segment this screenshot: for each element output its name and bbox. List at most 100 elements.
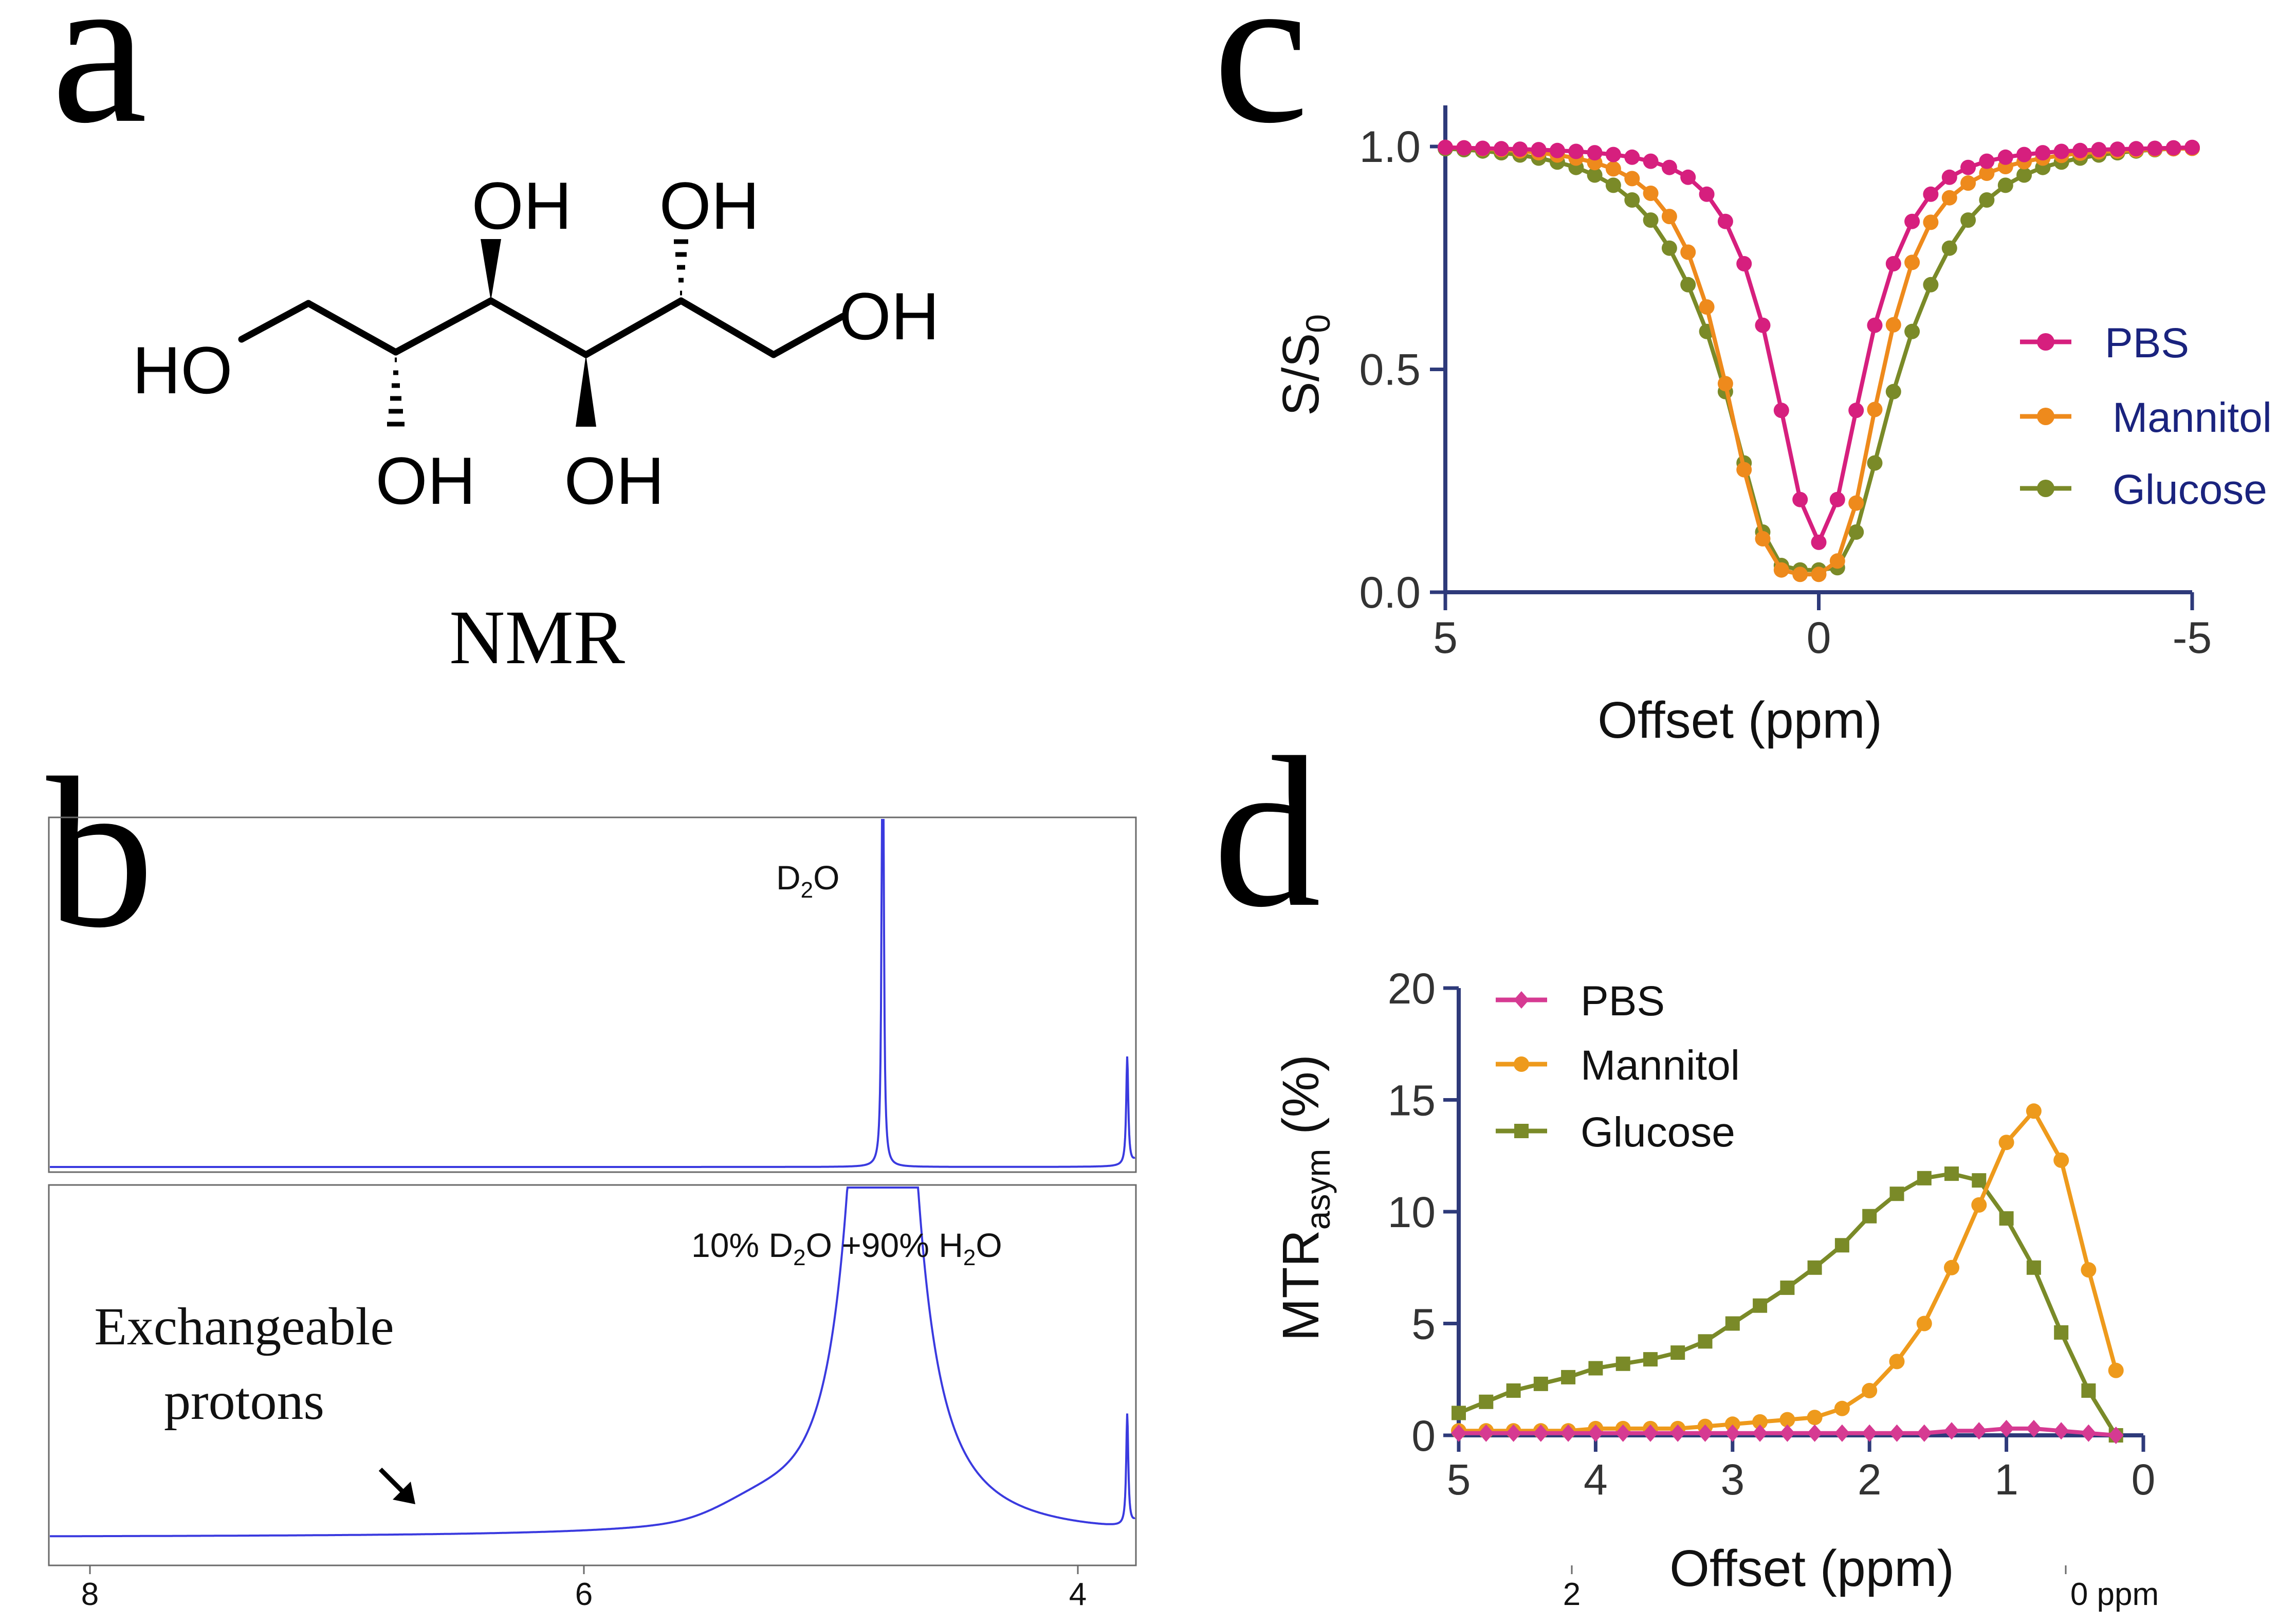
hashed-bond	[387, 357, 405, 427]
data-point-mannitol	[1923, 214, 1939, 230]
legend-label-glucose: Glucose	[1581, 1109, 1735, 1156]
x-tick-label: 0	[1807, 613, 1831, 663]
data-point-pbs	[1807, 1424, 1823, 1442]
data-point-pbs	[1752, 1424, 1768, 1442]
data-point-pbs	[1979, 153, 1995, 169]
data-point-glucose	[1643, 1352, 1658, 1367]
x-tick-label: 1	[1994, 1455, 2018, 1504]
data-point-mannitol	[1779, 1412, 1795, 1428]
data-point-pbs	[1941, 169, 1957, 185]
data-point-glucose	[1533, 1376, 1548, 1391]
nmr-spectra-panel: D2O 10% D2O +90% H2O Exchangeable proton…	[48, 816, 2159, 1612]
data-point-glucose	[1561, 1370, 1576, 1384]
legend-marker-glucose	[1514, 1124, 1529, 1138]
y-axis-title: MTRasym (%)	[1272, 1054, 1337, 1341]
data-point-pbs	[1971, 1422, 1987, 1440]
data-point-mannitol	[1941, 190, 1957, 206]
data-point-pbs	[1494, 141, 1509, 157]
x-tick-label: 4	[1584, 1455, 1608, 1504]
y-tick-label: 5	[1411, 1300, 1436, 1348]
data-point-pbs	[1829, 491, 1845, 507]
legend-marker-mannitol	[2037, 408, 2054, 425]
y-tick-label: 10	[1388, 1188, 1436, 1236]
legend-marker-mannitol	[1514, 1056, 1529, 1072]
data-point-pbs	[1885, 256, 1901, 271]
wedge-bond	[576, 355, 596, 427]
data-point-pbs	[1615, 1424, 1631, 1442]
data-point-glucose	[1941, 240, 1957, 256]
y-tick-label: 0.0	[1359, 568, 1421, 617]
data-point-pbs	[1699, 186, 1715, 202]
data-point-pbs	[2035, 145, 2051, 161]
data-point-pbs	[1587, 145, 1603, 161]
data-point-pbs	[1811, 534, 1827, 550]
spectrum-frame-h2o	[48, 1184, 1137, 1566]
hashed-bond	[674, 239, 688, 296]
data-point-pbs	[2128, 141, 2144, 157]
annotation-arrow-head	[393, 1482, 415, 1504]
oh-label: OH	[564, 443, 665, 518]
data-point-glucose	[1753, 1298, 1768, 1313]
data-point-mannitol	[1717, 376, 1733, 392]
x-tick-label: -5	[2173, 613, 2212, 663]
data-point-mannitol	[1862, 1383, 1878, 1398]
data-point-pbs	[2053, 143, 2069, 159]
data-point-glucose	[1698, 1334, 1713, 1349]
data-point-pbs	[1960, 159, 1976, 175]
data-point-glucose	[1587, 167, 1603, 183]
y-tick-label: 20	[1388, 964, 1436, 1013]
data-point-pbs	[1867, 317, 1883, 333]
data-point-pbs	[1998, 1419, 2014, 1437]
data-point-glucose	[1670, 1345, 1685, 1360]
data-point-pbs	[1923, 186, 1939, 202]
data-point-mannitol	[1829, 553, 1845, 569]
data-point-mannitol	[1792, 567, 1808, 582]
y-tick-label: 15	[1388, 1076, 1436, 1125]
legend-label-pbs: PBS	[1581, 978, 1665, 1025]
annotation-exchangeable: Exchangeable	[94, 1297, 394, 1356]
data-point-pbs	[1438, 139, 1453, 155]
data-point-pbs	[1505, 1424, 1521, 1442]
x-axis-title: Offset (ppm)	[1597, 691, 1882, 749]
data-point-glucose	[1867, 455, 1883, 471]
data-point-glucose	[2026, 1260, 2041, 1275]
ppm-tick-label: 4	[1069, 1577, 1087, 1612]
data-point-mannitol	[1885, 317, 1901, 333]
spectrum-line-h2o	[50, 1187, 1135, 1538]
data-point-mannitol	[1605, 161, 1621, 177]
data-point-glucose	[1979, 192, 1995, 208]
data-point-glucose	[1506, 1383, 1521, 1398]
data-point-pbs	[1643, 153, 1659, 169]
data-point-glucose	[1452, 1406, 1466, 1420]
data-point-glucose	[1479, 1394, 1494, 1409]
data-point-pbs	[1605, 147, 1621, 162]
data-point-mannitol	[1807, 1410, 1823, 1426]
spectrum-label-d2o: D2O	[776, 859, 840, 903]
data-point-glucose	[1999, 1211, 2014, 1226]
data-point-pbs	[1697, 1424, 1713, 1442]
data-point-mannitol	[1889, 1354, 1905, 1370]
spectrum-line-d2o	[50, 819, 1135, 1168]
data-point-mannitol	[1724, 1416, 1740, 1432]
data-point-pbs	[1588, 1424, 1604, 1442]
wedge-bond	[481, 239, 501, 301]
data-point-pbs	[1889, 1424, 1905, 1442]
series-line-mannitol	[1445, 145, 2193, 577]
oh-label: OH	[472, 168, 572, 243]
legend-marker-pbs	[1514, 991, 1529, 1009]
data-point-pbs	[1456, 140, 1472, 156]
structure-caption: NMR	[449, 595, 625, 680]
data-point-mannitol	[1848, 495, 1864, 511]
data-point-pbs	[1717, 213, 1733, 229]
data-point-glucose	[1944, 1166, 1959, 1181]
z-spectrum-chart: 0.0 0.5 1.0 5 0 -5 PBS Mannitol Glucose Offset (…	[1272, 105, 2272, 749]
data-point-mannitol	[1979, 166, 1995, 181]
data-point-glucose	[1780, 1280, 1795, 1295]
data-point-pbs	[2053, 1422, 2069, 1440]
data-point-glucose	[1834, 1238, 1849, 1253]
y-tick-label: 0	[1411, 1412, 1436, 1460]
data-point-pbs	[1568, 143, 1584, 159]
data-point-mannitol	[2053, 1152, 2069, 1168]
